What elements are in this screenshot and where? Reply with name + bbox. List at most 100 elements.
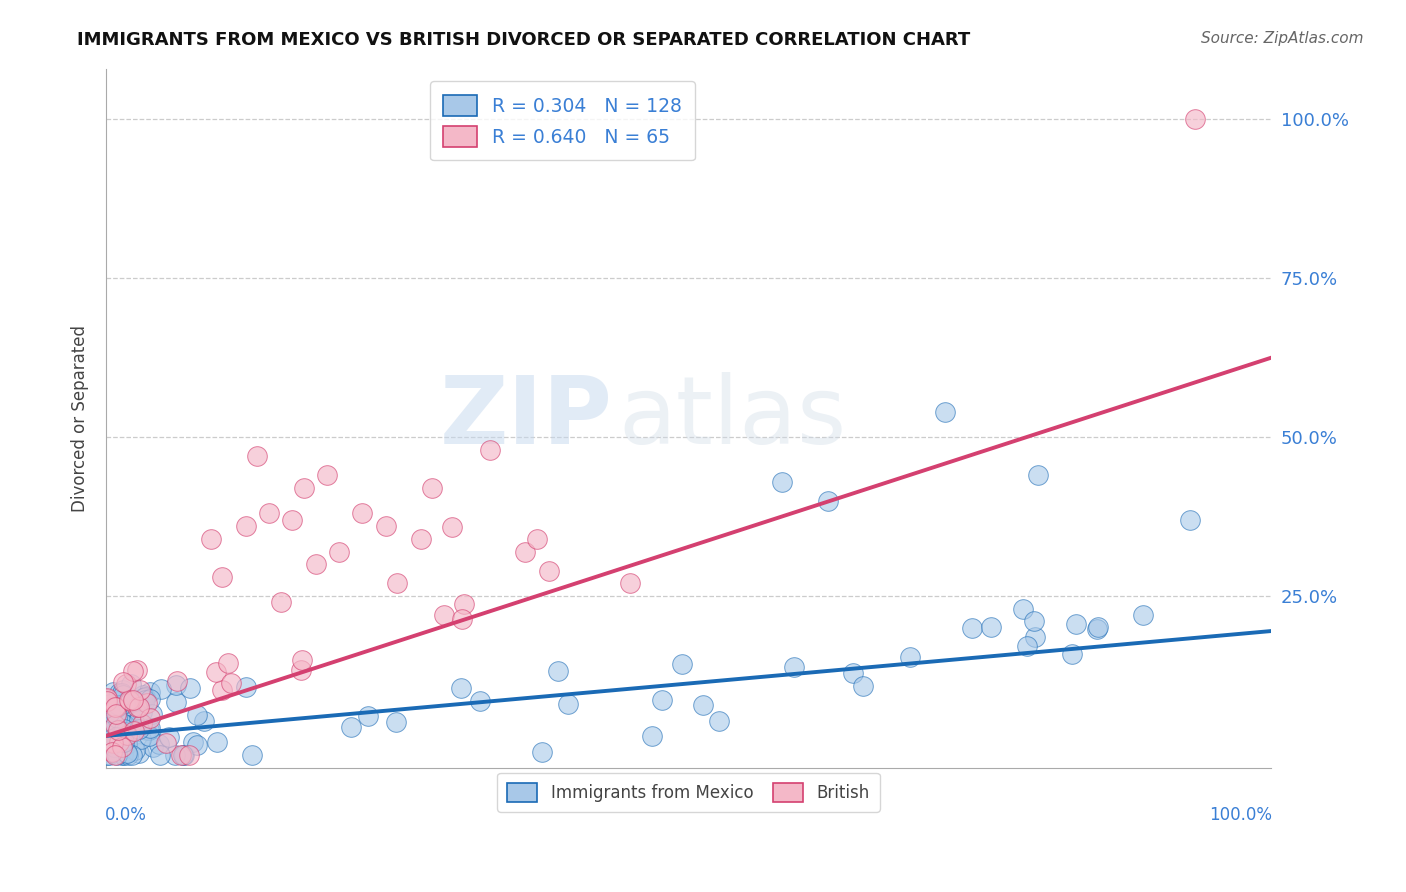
Point: [1184, 112, 1206, 127]
Point: [117, 735, 139, 749]
Point: [186, 738, 208, 752]
Point: [108, 745, 131, 759]
Point: [120, 677, 142, 691]
Point: [110, 734, 132, 748]
Point: [217, 657, 239, 671]
Point: [128, 722, 150, 736]
Point: [139, 721, 162, 735]
Text: atlas: atlas: [619, 372, 846, 464]
Point: [98, 697, 121, 711]
Point: [127, 713, 149, 727]
Point: [104, 741, 127, 756]
Point: [1026, 468, 1049, 483]
Point: [1012, 601, 1035, 615]
Point: [898, 650, 921, 665]
Point: [980, 619, 1002, 633]
Text: Source: ZipAtlas.com: Source: ZipAtlas.com: [1201, 31, 1364, 46]
Point: [112, 674, 135, 689]
Point: [114, 696, 136, 710]
Point: [479, 442, 502, 457]
Point: [121, 747, 143, 762]
Point: [115, 709, 138, 723]
Point: [97, 715, 120, 730]
Point: [1087, 619, 1109, 633]
Point: [165, 677, 187, 691]
Point: [105, 700, 128, 714]
Point: [96, 747, 118, 762]
Point: [339, 720, 361, 734]
Point: [101, 685, 124, 699]
Point: [149, 681, 172, 696]
Point: [619, 576, 641, 591]
Point: [132, 690, 155, 705]
Point: [547, 664, 569, 678]
Point: [842, 666, 865, 681]
Point: [112, 747, 135, 762]
Point: [385, 714, 408, 729]
Point: [105, 731, 128, 745]
Point: [104, 725, 127, 739]
Point: [139, 692, 162, 706]
Point: [129, 732, 152, 747]
Point: [103, 723, 125, 737]
Point: [292, 481, 315, 495]
Point: [387, 576, 409, 591]
Point: [108, 694, 131, 708]
Point: [127, 663, 149, 677]
Point: [131, 716, 153, 731]
Point: [107, 686, 129, 700]
Point: [107, 734, 129, 748]
Text: 100.0%: 100.0%: [1209, 806, 1272, 824]
Point: [440, 520, 463, 534]
Point: [257, 507, 280, 521]
Point: [142, 739, 165, 754]
Point: [211, 570, 233, 584]
Point: [641, 729, 664, 743]
Point: [114, 725, 136, 739]
Point: [148, 747, 170, 762]
Point: [352, 507, 374, 521]
Point: [817, 493, 839, 508]
Point: [1022, 614, 1045, 628]
Point: [155, 736, 177, 750]
Point: [108, 696, 131, 710]
Text: IMMIGRANTS FROM MEXICO VS BRITISH DIVORCED OR SEPARATED CORRELATION CHART: IMMIGRANTS FROM MEXICO VS BRITISH DIVORC…: [77, 31, 970, 49]
Point: [103, 736, 125, 750]
Point: [105, 711, 128, 725]
Point: [114, 719, 136, 733]
Point: [526, 532, 548, 546]
Point: [128, 713, 150, 727]
Point: [433, 608, 456, 623]
Point: [115, 714, 138, 728]
Point: [124, 743, 146, 757]
Point: [166, 673, 188, 688]
Point: [468, 694, 491, 708]
Point: [170, 747, 193, 762]
Point: [453, 598, 475, 612]
Point: [193, 714, 215, 728]
Point: [707, 714, 730, 728]
Point: [515, 544, 537, 558]
Point: [138, 730, 160, 744]
Point: [205, 735, 228, 749]
Point: [121, 692, 143, 706]
Point: [112, 717, 135, 731]
Point: [117, 746, 139, 760]
Point: [104, 706, 127, 721]
Point: [135, 697, 157, 711]
Legend: Immigrants from Mexico, British: Immigrants from Mexico, British: [498, 772, 880, 812]
Point: [165, 695, 187, 709]
Text: ZIP: ZIP: [440, 372, 613, 464]
Point: [105, 698, 128, 713]
Point: [96, 714, 118, 728]
Point: [121, 707, 143, 722]
Point: [211, 682, 233, 697]
Point: [420, 481, 443, 495]
Point: [134, 693, 156, 707]
Point: [105, 747, 128, 762]
Point: [270, 595, 292, 609]
Point: [291, 653, 314, 667]
Point: [117, 728, 139, 742]
Point: [98, 705, 121, 719]
Point: [135, 723, 157, 737]
